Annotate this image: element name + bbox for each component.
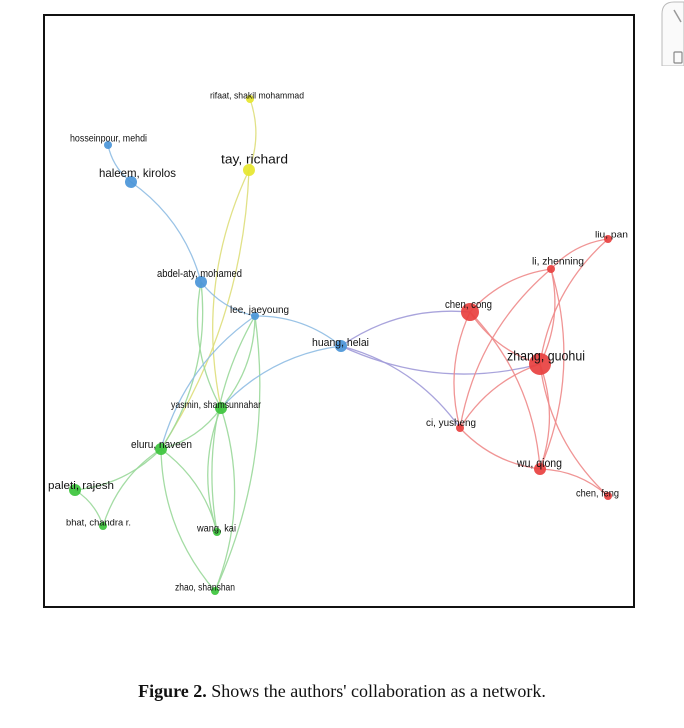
edge-lee-zhao <box>214 315 261 592</box>
node-label-lee: lee, jaeyoung <box>230 304 289 316</box>
node-ci[interactable] <box>456 424 464 432</box>
node-label-chen_cong: chen, cong <box>445 299 492 311</box>
page-corner-tab-icon <box>661 1 684 66</box>
node-li[interactable] <box>547 265 555 273</box>
edge-huang-zhang <box>340 345 541 375</box>
node-bhat[interactable] <box>99 522 107 530</box>
network-figure: rifaat, shakil mohammad tay, richard hosse… <box>43 14 635 608</box>
edge-li-wu <box>539 268 565 470</box>
node-hosseinpour[interactable] <box>104 141 112 149</box>
node-label-liu: liu, pan <box>595 230 628 241</box>
node-label-huang: huang, helai <box>312 337 369 349</box>
edge-lee-eluru <box>160 315 256 450</box>
node-lee[interactable] <box>251 312 259 320</box>
figure-number: Figure 2. <box>138 681 207 701</box>
edge-huang-chen_cong <box>340 310 471 347</box>
edge-yasmin-zhao <box>214 407 236 592</box>
edge-lee-yasmin <box>220 315 256 409</box>
edge-zhang-wu <box>539 363 551 470</box>
edge-lee-wang <box>211 315 256 533</box>
node-zhao[interactable] <box>211 587 219 595</box>
node-zhang[interactable] <box>529 353 551 375</box>
node-label-abdelaty: abdel-aty, mohamed <box>157 268 242 280</box>
node-tay[interactable] <box>243 164 255 176</box>
edge-eluru-yasmin <box>160 407 222 450</box>
node-label-haleem: haleem, kirolos <box>99 166 176 180</box>
edge-lee-huang <box>254 315 342 347</box>
node-label-chen_feng: chen, feng <box>576 489 619 500</box>
edge-huang-ci <box>340 345 461 429</box>
edge-eluru-bhat <box>102 448 162 527</box>
node-rifaat[interactable] <box>246 95 254 103</box>
edge-zhang-chen_feng <box>539 363 609 497</box>
node-paleti[interactable] <box>69 484 81 496</box>
edge-yasmin-wang <box>207 407 222 533</box>
edge-chen_cong-ci <box>453 311 471 429</box>
edge-layer <box>74 98 609 592</box>
node-label-yasmin: yasmin, shamsunnahar <box>171 399 261 411</box>
caption-text: Shows the authors' collaboration as a ne… <box>206 681 546 701</box>
node-label-hosseinpour: hosseinpour, mehdi <box>70 134 147 145</box>
node-abdelaty[interactable] <box>195 276 207 288</box>
node-wang[interactable] <box>213 528 221 536</box>
edge-chen_cong-wu <box>469 311 541 470</box>
node-label-paleti: paleti, rajesh <box>48 480 114 492</box>
edge-ci-wu <box>459 427 541 470</box>
node-label-rifaat: rifaat, shakil mohammad <box>210 91 304 102</box>
node-label-bhat: bhat, chandra r. <box>66 518 131 529</box>
node-label-wu: wu, qiong <box>516 458 562 470</box>
edge-eluru-zhao <box>160 448 216 592</box>
edge-chen_cong-li <box>469 268 552 313</box>
edge-li-ci <box>459 268 552 429</box>
node-huang[interactable] <box>335 340 347 352</box>
edge-tay-yasmin <box>212 169 250 409</box>
node-wu[interactable] <box>534 463 546 475</box>
edge-eluru-paleti <box>74 448 162 491</box>
edge-wu-chen_feng <box>539 468 609 497</box>
node-chen_cong[interactable] <box>461 303 479 321</box>
node-label-li: li, zhenning <box>532 257 584 268</box>
network-graph: rifaat, shakil mohammad tay, richard hosse… <box>48 91 628 595</box>
node-label-wang: wang, kai <box>196 524 236 535</box>
edge-haleem-abdelaty <box>130 181 202 283</box>
label-layer: rifaat, shakil mohammad tay, richard hosse… <box>48 91 628 594</box>
node-label-zhang: zhang, guohui <box>507 348 585 364</box>
node-label-ci: ci, yusheng <box>426 417 476 429</box>
node-chen_feng[interactable] <box>604 492 612 500</box>
node-haleem[interactable] <box>125 176 137 188</box>
edge-huang-yasmin <box>220 345 342 409</box>
node-layer <box>69 95 612 595</box>
figure-caption: Figure 2. Shows the authors' collaborati… <box>0 681 684 702</box>
node-liu[interactable] <box>604 235 612 243</box>
edge-abdelaty-eluru <box>160 281 204 450</box>
node-yasmin[interactable] <box>215 402 227 414</box>
edge-rifaat-tay <box>248 98 257 171</box>
edge-li-liu <box>550 238 609 270</box>
edge-zhang-liu <box>539 238 609 365</box>
edge-abdelaty-yasmin <box>196 281 222 409</box>
edge-abdelaty-lee <box>200 281 256 317</box>
node-label-tay: tay, richard <box>221 151 288 166</box>
node-eluru[interactable] <box>155 443 167 455</box>
edge-tay-eluru <box>160 169 250 450</box>
node-label-zhao: zhao, shanshan <box>175 583 235 594</box>
edge-zhang-ci <box>459 363 541 429</box>
node-label-eluru: eluru, naveen <box>131 439 192 451</box>
